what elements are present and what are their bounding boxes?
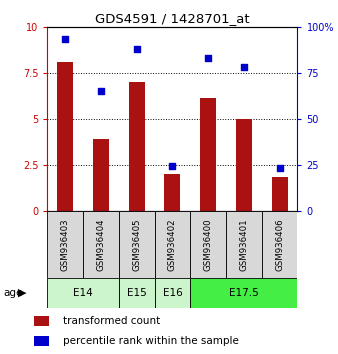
Bar <box>262 211 297 278</box>
Bar <box>226 211 262 278</box>
Point <box>63 36 68 42</box>
Bar <box>47 278 119 308</box>
Bar <box>200 98 216 211</box>
Text: transformed count: transformed count <box>63 316 160 326</box>
Text: GSM936406: GSM936406 <box>275 218 284 270</box>
Text: GSM936401: GSM936401 <box>239 218 248 270</box>
Bar <box>164 174 180 211</box>
Bar <box>57 62 73 211</box>
Text: GSM936400: GSM936400 <box>203 218 213 270</box>
Bar <box>236 119 252 211</box>
Text: E17.5: E17.5 <box>229 288 259 298</box>
Bar <box>34 336 49 346</box>
Point <box>98 88 104 94</box>
Text: E15: E15 <box>127 288 147 298</box>
Bar <box>47 211 83 278</box>
Point <box>277 165 282 171</box>
Bar <box>154 211 190 278</box>
Point <box>134 46 139 51</box>
Text: E14: E14 <box>73 288 93 298</box>
Title: GDS4591 / 1428701_at: GDS4591 / 1428701_at <box>95 12 250 25</box>
Bar <box>271 177 288 211</box>
Bar <box>83 211 119 278</box>
Text: GSM936405: GSM936405 <box>132 218 141 270</box>
Bar <box>119 278 154 308</box>
Text: percentile rank within the sample: percentile rank within the sample <box>63 336 238 346</box>
Bar <box>154 278 190 308</box>
Bar <box>119 211 154 278</box>
Bar <box>93 139 109 211</box>
Bar <box>190 211 226 278</box>
Text: E16: E16 <box>163 288 182 298</box>
Text: ▶: ▶ <box>18 288 26 298</box>
Bar <box>190 278 297 308</box>
Text: GSM936402: GSM936402 <box>168 218 177 270</box>
Point <box>206 55 211 61</box>
Bar <box>128 82 145 211</box>
Text: GSM936404: GSM936404 <box>96 218 105 270</box>
Bar <box>34 316 49 326</box>
Point <box>170 164 175 169</box>
Text: GSM936403: GSM936403 <box>61 218 70 270</box>
Point <box>241 64 246 70</box>
Text: age: age <box>3 288 23 298</box>
